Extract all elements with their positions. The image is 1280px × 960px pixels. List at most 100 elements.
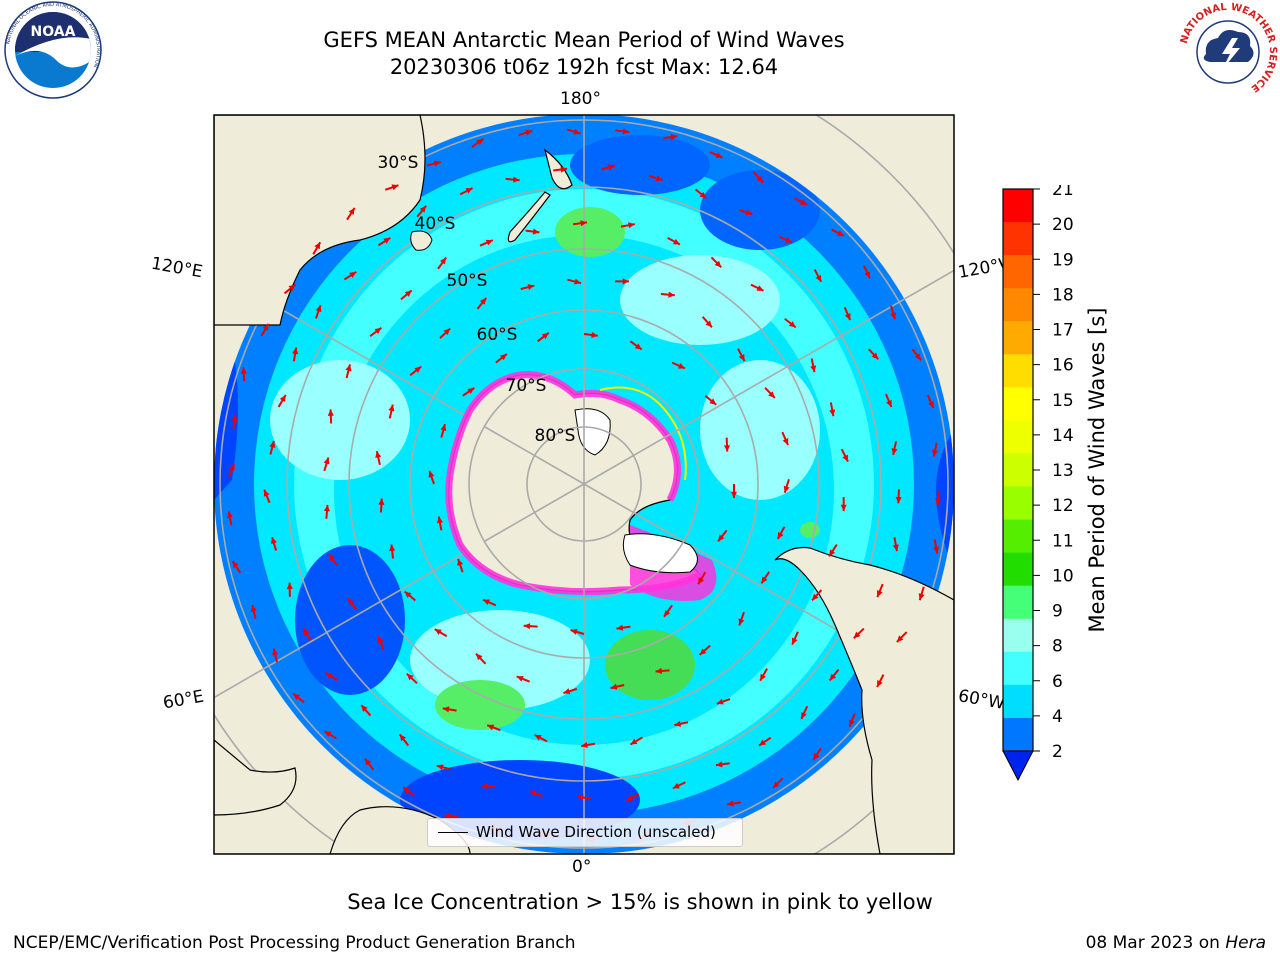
wave-direction-arrowhead: [272, 648, 279, 656]
wave-direction-arrowhead: [622, 278, 630, 285]
wave-direction-arrowhead: [714, 260, 722, 268]
wave-direction-arrowhead: [364, 758, 372, 766]
wave-direction-arrowhead: [815, 274, 822, 282]
wave-direction-arrowhead: [270, 537, 277, 545]
wave-direction-arrowhead: [768, 391, 775, 398]
colorbar-tick-label: 17: [1052, 321, 1074, 341]
wave-direction-arrowhead: [303, 628, 310, 636]
wave-direction-arrowhead: [738, 354, 745, 362]
wave-direction-arrowhead: [419, 205, 427, 213]
wave-direction-arrowhead: [591, 331, 598, 338]
colorbar-tick-label: 6: [1052, 672, 1063, 692]
wave-direction-arrowhead: [677, 363, 685, 369]
wave-direction-arrowhead: [347, 598, 355, 606]
colorbar-band: [1003, 618, 1033, 653]
colorbar-tick-label: 2: [1052, 742, 1063, 762]
wave-direction-arrowhead: [377, 636, 384, 644]
wave-direction-arrowhead: [581, 742, 588, 749]
colorbar-tick-label: 13: [1052, 461, 1074, 481]
lon-label-lower-left: 60°E: [161, 686, 206, 714]
wave-direction-arrowhead: [525, 129, 533, 136]
wave-direction-arrowhead: [327, 409, 334, 416]
wave-direction-arrowhead: [849, 719, 855, 727]
wave-direction-arrowhead: [324, 731, 332, 738]
wave-direction-arrowhead: [523, 623, 531, 630]
wave-direction-arrowhead: [788, 321, 796, 328]
colorbar-tick-label: 15: [1052, 391, 1074, 411]
lat-label-80s: 80°S: [535, 426, 576, 446]
wave-direction-arrowhead: [801, 711, 807, 719]
wave-direction-arrowhead: [782, 438, 789, 446]
lon-label-bottom: 0°: [572, 857, 592, 877]
wave-direction-arrowhead: [630, 738, 638, 745]
colorbar-band: [1003, 387, 1033, 421]
colorbar-tick-label: 12: [1052, 496, 1074, 516]
map-frame: [213, 114, 955, 855]
wave-direction-arrowhead: [457, 558, 464, 566]
wave-direction-arrowhead: [892, 544, 899, 552]
wave-direction-arrowhead: [348, 207, 355, 215]
wave-direction-arrowhead: [837, 230, 845, 236]
wave-direction-arrowhead: [891, 448, 898, 455]
wave-direction-arrowhead: [226, 511, 233, 519]
wave-direction-arrowhead: [269, 441, 276, 448]
wave-direction-arrowhead: [918, 593, 925, 601]
wave-direction-arrowhead: [759, 739, 766, 746]
wave-direction-arrowhead: [481, 783, 488, 790]
wave-direction-arrowhead: [871, 352, 879, 360]
wave-direction-arrowhead: [715, 761, 723, 768]
colorbar-band: [1003, 255, 1033, 289]
wave-direction-arrowhead: [896, 635, 904, 643]
wave-direction-arrowhead: [279, 394, 286, 402]
wave-direction-arrowhead: [388, 404, 395, 412]
wave-direction-arrowhead: [404, 591, 412, 598]
wave-direction-arrowhead: [573, 128, 581, 135]
wave-direction-arrowhead: [626, 795, 634, 801]
wave-direction-arrowhead: [756, 175, 764, 183]
south-america-land: [774, 546, 954, 854]
wave-direction-arrowhead: [516, 675, 524, 682]
wave-direction-arrowhead: [527, 284, 535, 291]
wave-direction-arrowhead: [467, 388, 475, 395]
wave-direction-arrowhead: [437, 516, 443, 524]
wave-direction-arrowhead: [655, 175, 663, 182]
wave-direction-arrowhead: [570, 628, 578, 635]
wave-direction-arrowhead: [672, 782, 680, 789]
wave-direction-arrowhead: [406, 673, 414, 681]
colorbar-tick-label: 21: [1052, 185, 1074, 200]
wave-direction-arrowhead: [529, 790, 537, 797]
wave-direction-arrowhead: [293, 693, 300, 700]
wave-direction-arrowhead: [314, 242, 321, 250]
wave-direction-arrowhead: [487, 724, 495, 731]
wave-direction-arrowhead: [672, 238, 680, 245]
wave-direction-arrowhead: [670, 133, 678, 141]
credit-date: 08 Mar 2023 on: [1085, 933, 1226, 953]
wave-direction-arrowhead: [895, 496, 902, 504]
wave-direction-arrowhead: [563, 688, 571, 695]
wave-direction-arrowhead: [844, 313, 851, 321]
wave-direction-arrowhead: [840, 504, 847, 512]
legend-line-icon: [438, 832, 468, 833]
colorbar-band: [1003, 684, 1033, 719]
wave-direction-arrowhead: [932, 449, 938, 457]
wave-direction-arrowhead: [730, 491, 738, 498]
wave-direction-arrowhead: [811, 593, 819, 601]
wave-direction-arrowhead: [622, 128, 630, 135]
run-date-credit: 08 Mar 2023 on Hera: [1086, 933, 1266, 953]
wave-direction-arrowhead: [329, 554, 336, 562]
wave-direction-arrowhead: [361, 705, 368, 712]
wave-direction-arrowhead: [877, 680, 883, 688]
wave-direction-arrowhead: [726, 800, 734, 807]
colorbar-band: [1003, 189, 1033, 223]
wave-direction-arrowhead: [716, 698, 724, 705]
wave-direction-arrowhead: [715, 152, 723, 158]
colorbar-tick-label: 4: [1052, 707, 1063, 727]
wave-direction-arrowhead: [664, 609, 671, 617]
wave-direction-arrowhead: [616, 624, 624, 631]
wave-direction-arrowhead: [890, 312, 897, 320]
wave-direction-arrowhead: [699, 191, 707, 199]
colorbar-band: [1003, 321, 1033, 355]
colorbar-band: [1003, 717, 1033, 752]
wave-direction-arrowhead: [485, 239, 493, 246]
australia-land: [214, 115, 426, 326]
